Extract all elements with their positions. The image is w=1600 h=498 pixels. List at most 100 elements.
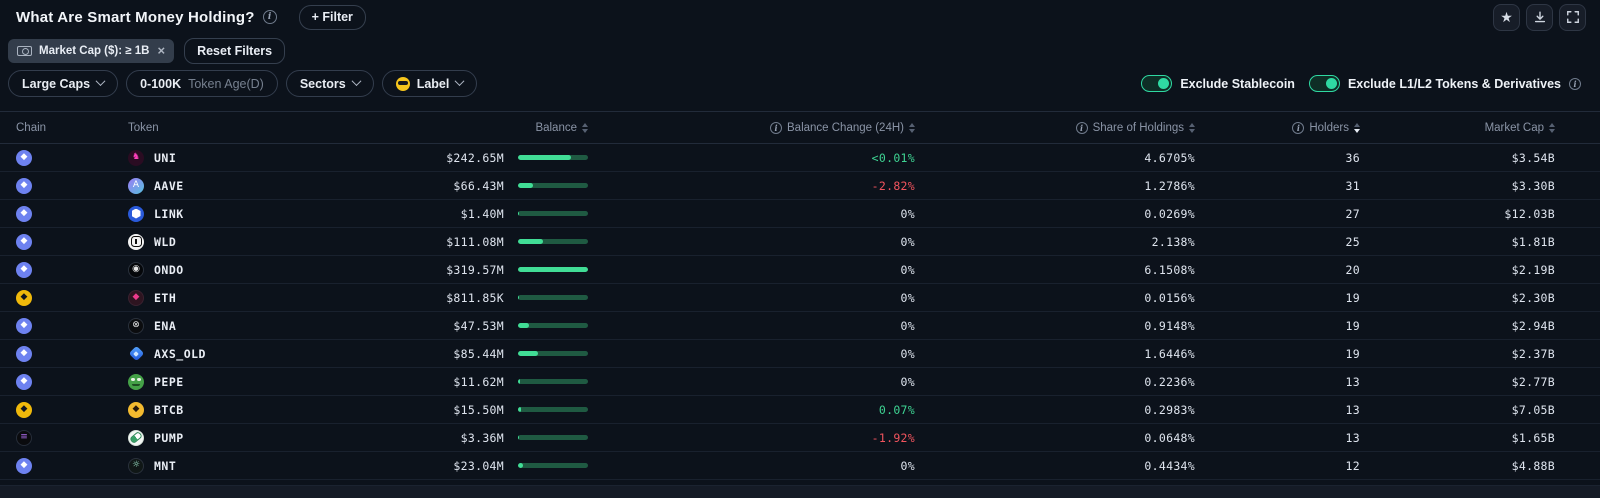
balance-bar-cell [514,435,600,440]
column-header-token: Token [128,121,159,134]
column-header-market-cap[interactable]: Market Cap [1360,122,1600,134]
holders-value: 36 [1345,150,1360,165]
balance-change-value: <0.01% [871,150,915,165]
sectors-dropdown[interactable]: Sectors [285,70,374,97]
token-symbol[interactable]: WLD [154,234,177,249]
market-cap-value: $2.77B [1511,374,1555,389]
token-symbol[interactable]: ONDO [154,262,184,277]
balance-bar-fill [518,351,538,356]
holders-value: 13 [1345,402,1360,417]
balance-bar [518,267,588,272]
ethereum-chain-icon: ◆ [16,205,32,222]
table-row[interactable]: ◆ ◆ BTCB $15.50M 0.07% 0.2983% 13 $7.05B [0,396,1600,424]
balance-bar-fill [518,407,521,412]
holders-value: 13 [1345,430,1360,445]
market-cap-group-dropdown[interactable]: Large Caps [8,70,119,97]
sectors-value: Sectors [299,76,346,91]
chain-cell: ◆ [0,317,112,334]
column-header-share-of-holdings[interactable]: i Share of Holdings [915,121,1195,134]
holders-value: 19 [1345,290,1360,305]
aave-token-icon: A [128,177,144,194]
star-icon: ★ [1500,9,1513,25]
column-header-holders[interactable]: i Holders [1195,121,1360,134]
token-symbol[interactable]: PUMP [154,430,184,445]
title-info-icon[interactable]: i [262,10,277,24]
token-symbol[interactable]: UNI [154,150,177,165]
partial-next-row [0,485,1600,498]
token-symbol[interactable]: LINK [154,206,184,221]
fullscreen-button[interactable] [1559,3,1586,31]
balance-bar-cell [514,211,600,216]
ethereum-chain-icon: ◆ [16,261,32,278]
balance-bar [518,323,588,328]
add-filter-button[interactable]: + Filter [298,4,366,30]
share-of-holdings-value: 6.1508% [1144,262,1195,277]
exclude-stablecoin-group: Exclude Stablecoin [1141,75,1295,92]
balance-value: $15.50M [453,402,504,417]
table-row[interactable]: ≡ PUMP $3.36M -1.92% 0.0648% 13 $1.65B [0,424,1600,452]
market-cap-group-value: Large Caps [22,76,91,91]
table-row[interactable]: ◆ ◉ ONDO $319.57M 0% 6.1508% 20 $2.19B [0,256,1600,284]
holders-info-icon[interactable]: i [1292,121,1305,134]
bnb-chain-icon: ◆ [16,289,32,306]
market-cap-value: $12.03B [1504,206,1555,221]
download-button[interactable] [1526,3,1553,31]
ethereum-chain-icon: ◆ [16,317,32,334]
share-of-holdings-value: 4.6705% [1144,150,1195,165]
holders-value: 25 [1345,234,1360,249]
token-symbol[interactable]: AXS_OLD [154,346,206,361]
column-header-balance[interactable]: Balance [422,122,600,134]
chain-cell: ◆ [0,233,112,250]
eth-token-icon: ◆ [128,289,144,306]
balance-change-value: 0% [900,206,915,221]
favorite-button[interactable]: ★ [1493,3,1520,31]
share-of-holdings-value: 1.6446% [1144,346,1195,361]
token-symbol[interactable]: MNT [154,458,177,473]
table-row[interactable]: ◆ ◆ ETH $811.85K 0% 0.0156% 19 $2.30B [0,284,1600,312]
market-cap-value: $1.65B [1511,430,1555,445]
sort-icon [909,122,915,133]
table-row[interactable]: ◆ WLD $111.08M 0% 2.138% 25 $1.81B [0,228,1600,256]
table-row[interactable]: ◆ ⊗ ENA $47.53M 0% 0.9148% 19 $2.94B [0,312,1600,340]
exclude-l1l2-info-icon[interactable]: i [1569,77,1581,90]
balance-bar-fill [518,295,519,300]
chevron-down-icon [95,75,106,86]
token-symbol[interactable]: AAVE [154,178,184,193]
market-cap-value: $2.30B [1511,290,1555,305]
table-row[interactable]: ◆ PEPE $11.62M 0% 0.2236% 13 $2.77B [0,368,1600,396]
balance-value: $811.85K [446,290,504,305]
holders-value: 13 [1345,374,1360,389]
balance-value: $111.08M [446,234,504,249]
uni-token-icon: ♞ [128,149,144,166]
table-row[interactable]: ◆ A AAVE $66.43M -2.82% 1.2786% 31 $3.30… [0,172,1600,200]
share-of-holdings-value: 0.2983% [1144,402,1195,417]
table-row[interactable]: ◆ AXS_OLD $85.44M 0% 1.6446% 19 $2.37B [0,340,1600,368]
table-row[interactable]: ◆ ♞ UNI $242.65M <0.01% 4.6705% 36 $3.54… [0,144,1600,172]
balance-change-value: 0% [900,262,915,277]
token-symbol[interactable]: ETH [154,290,177,305]
filter-chip-market-cap[interactable]: Market Cap ($): ≥ 1B × [8,38,175,63]
share-of-holdings-value: 0.0156% [1144,290,1195,305]
token-cell: ◉ ONDO [112,261,422,278]
token-symbol[interactable]: PEPE [154,374,184,389]
share-of-holdings-info-icon[interactable]: i [1075,121,1088,134]
remove-filter-icon[interactable]: × [157,43,166,58]
balance-change-info-icon[interactable]: i [770,121,782,134]
balance-bar-cell [514,323,600,328]
exclude-l1l2-toggle[interactable] [1308,75,1340,92]
token-age-suffix: Token Age(D) [188,76,264,91]
balance-bar [518,379,588,384]
reset-filters-button[interactable]: Reset Filters [184,37,286,64]
balance-value: $66.43M [453,178,504,193]
share-of-holdings-value: 0.0269% [1144,206,1195,221]
token-symbol[interactable]: BTCB [154,402,184,417]
label-dropdown[interactable]: Label [381,70,478,97]
table-row[interactable]: ◆ ☼ MNT $23.04M 0% 0.4434% 12 $4.88B [0,452,1600,480]
exclude-stablecoin-toggle[interactable] [1141,75,1173,92]
table-row[interactable]: ◆ LINK $1.40M 0% 0.0269% 27 $12.03B [0,200,1600,228]
balance-bar [518,155,588,160]
column-header-balance-change[interactable]: i Balance Change (24H) [600,121,915,134]
token-symbol[interactable]: ENA [154,318,177,333]
token-age-filter[interactable]: 0-100K Token Age(D) [126,70,278,97]
balance-bar-fill [518,155,572,160]
